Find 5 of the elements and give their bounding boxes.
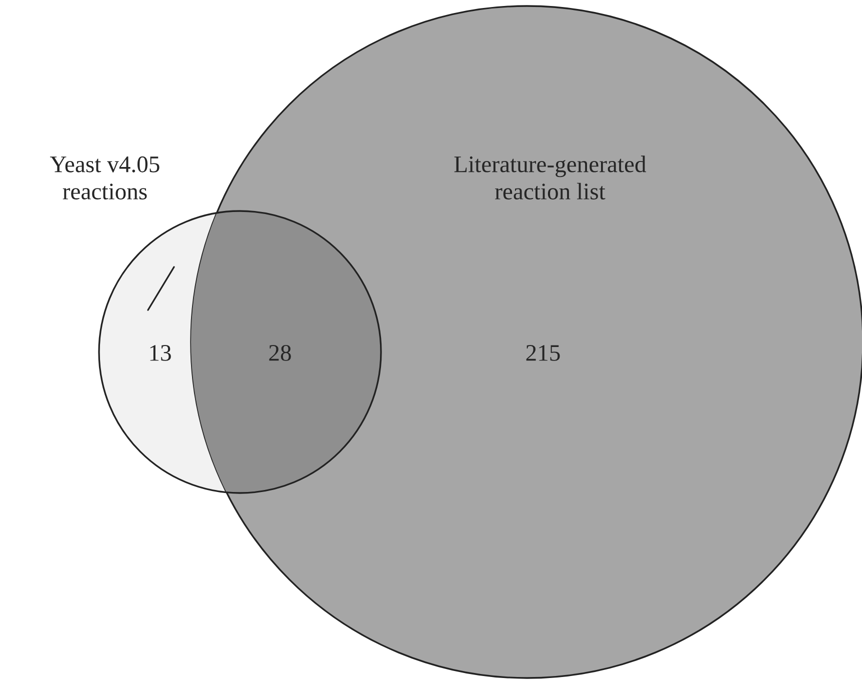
text: Yeast v4.05 reactions [50, 156, 160, 200]
data-label: 28 [269, 344, 291, 361]
data-label: 13 [150, 345, 171, 361]
text: Literature-generated reaction list [454, 156, 646, 200]
data-label: 215 [526, 345, 560, 361]
